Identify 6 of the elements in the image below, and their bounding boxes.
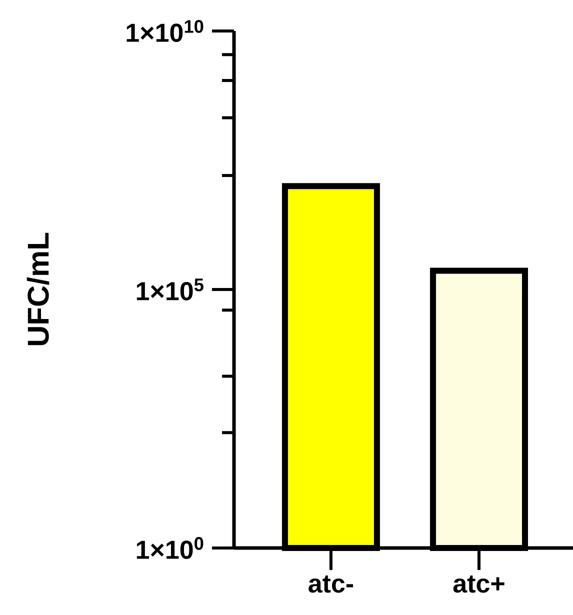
y-axis-title: UFC/mL xyxy=(26,232,50,346)
x-tick-label: atc- xyxy=(308,576,354,593)
x-tick-label: atc+ xyxy=(453,576,504,593)
y-tick-label: 1×10$^{5}$ xyxy=(136,278,204,300)
y-tick-label: 1×10$^{0}$ xyxy=(136,537,204,559)
y-tick-label: 1×10$^{10}$ xyxy=(126,20,204,42)
